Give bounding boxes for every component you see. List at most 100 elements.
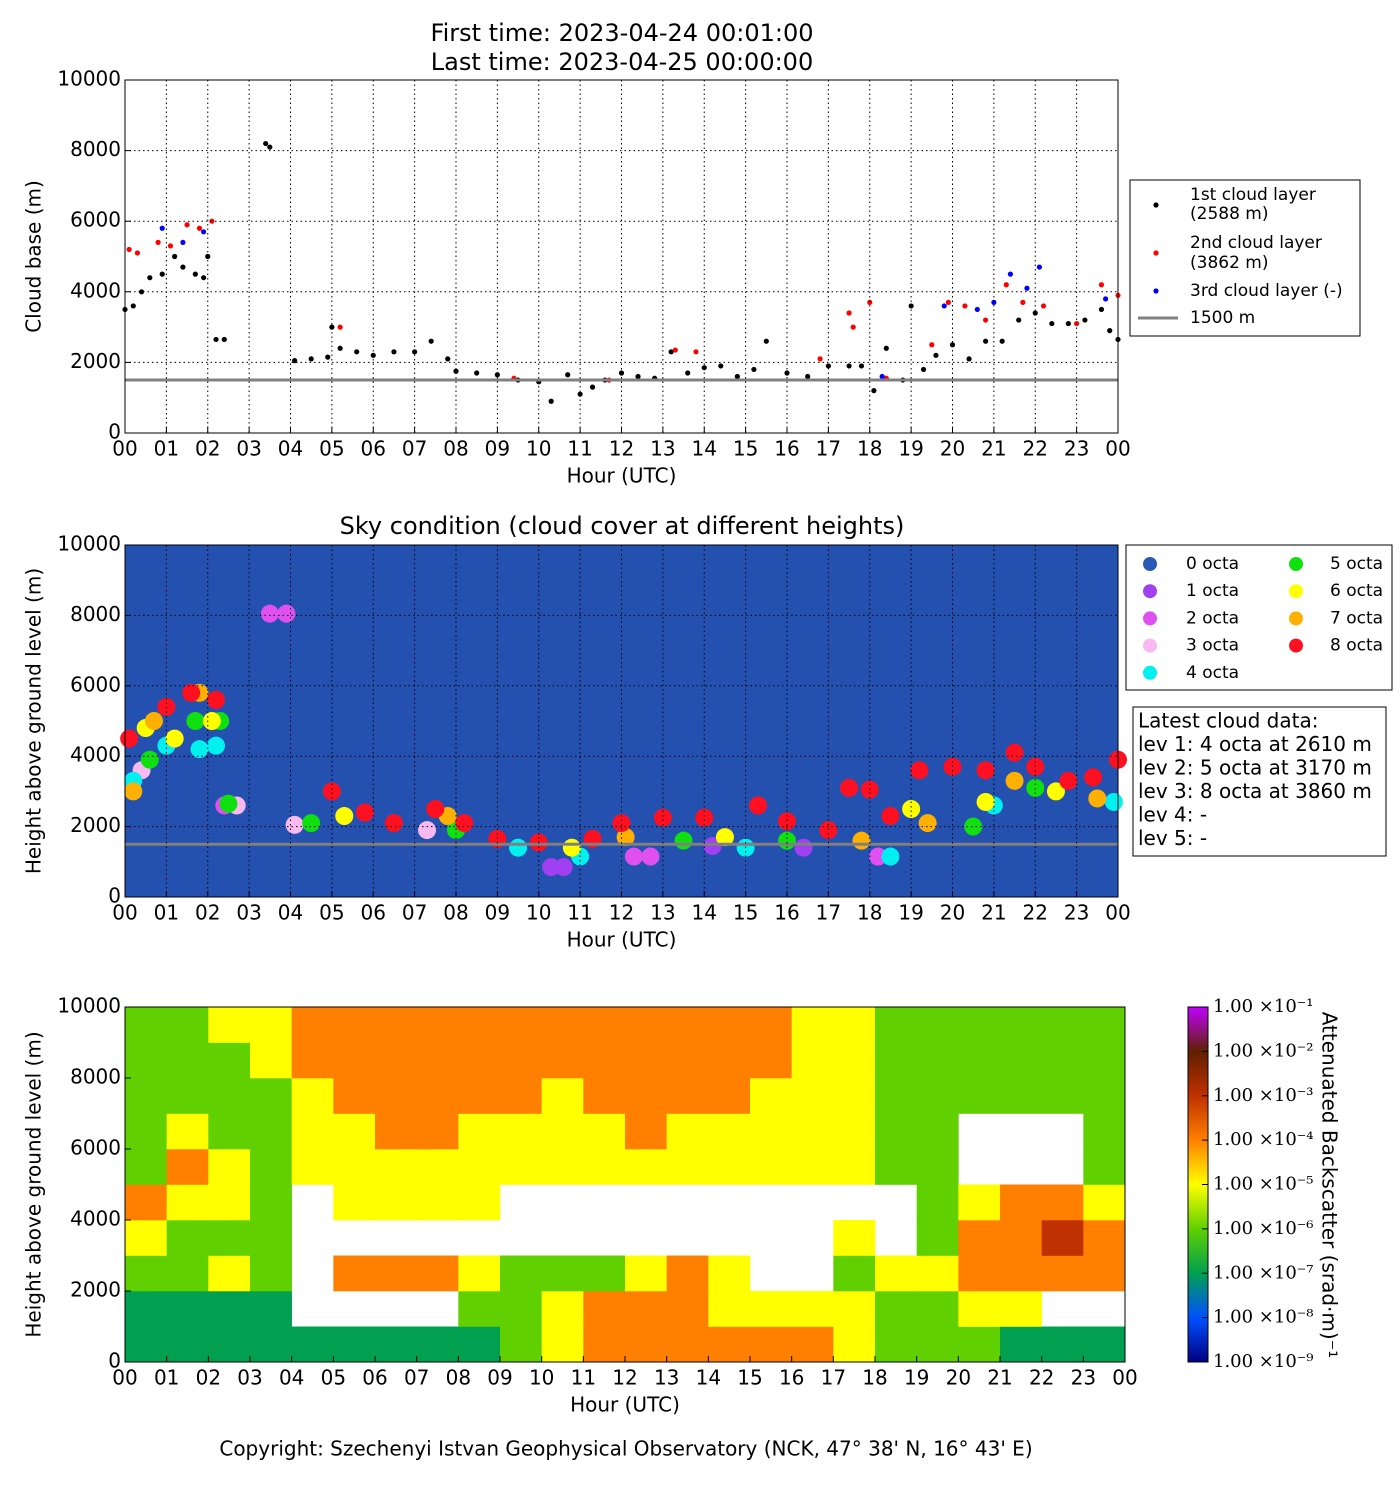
heatmap-cell xyxy=(333,1007,376,1043)
data-point xyxy=(155,239,161,245)
info-line: lev 2: 5 octa at 3170 m xyxy=(1138,756,1372,780)
heatmap-cell xyxy=(625,1291,667,1327)
data-point xyxy=(277,604,296,623)
heatmap-cell xyxy=(166,1184,209,1221)
data-point xyxy=(140,750,159,769)
heatmap-cell xyxy=(375,1042,417,1079)
heatmap-cell xyxy=(791,1007,834,1043)
data-point xyxy=(850,324,856,330)
heatmap-cell xyxy=(791,1042,834,1079)
heatmap-cell xyxy=(208,1184,251,1221)
y-tick-label: 2000 xyxy=(70,1278,121,1302)
heatmap-cell xyxy=(500,1149,542,1185)
x-axis-label: Hour (UTC) xyxy=(567,928,677,952)
data-point xyxy=(778,812,796,831)
heatmap-cell xyxy=(1000,1255,1042,1292)
heatmap-cell xyxy=(666,1149,709,1185)
heatmap-cell xyxy=(708,1078,751,1114)
data-point xyxy=(1065,320,1071,327)
legend-label: (3862 m) xyxy=(1190,253,1269,273)
heatmap-cell xyxy=(1083,1255,1126,1292)
data-point xyxy=(635,373,641,380)
heatmap-cell xyxy=(916,1113,959,1150)
heatmap-cell xyxy=(708,1149,751,1185)
y-tick-label: 10000 xyxy=(57,532,121,556)
legend-box xyxy=(1125,544,1393,691)
x-tick-label: 10 xyxy=(526,901,551,925)
data-point xyxy=(184,222,190,228)
heatmap-cell xyxy=(541,1255,584,1292)
data-point xyxy=(202,712,221,730)
data-point xyxy=(805,373,811,380)
legend-label: 1 octa xyxy=(1186,581,1239,601)
data-point xyxy=(1040,303,1047,309)
heatmap-cell xyxy=(833,1042,876,1079)
x-tick-label: 08 xyxy=(443,901,468,925)
x-tick-label: 19 xyxy=(898,437,923,461)
legend-label: 7 octa xyxy=(1330,608,1383,628)
data-point xyxy=(1102,296,1109,302)
colorbar-tick-label: 1.00 ×10⁻⁷ xyxy=(1213,1262,1314,1283)
heatmap-cell xyxy=(958,1220,1001,1256)
heatmap-cell xyxy=(250,1184,292,1221)
x-tick-label: 11 xyxy=(571,1366,596,1390)
legend-marker xyxy=(1289,584,1303,599)
heatmap-cell xyxy=(208,1007,251,1043)
heatmap-cell xyxy=(458,1184,501,1221)
heatmap-cell xyxy=(1041,1042,1084,1079)
heatmap-cell xyxy=(166,1007,209,1043)
data-point xyxy=(749,796,768,815)
heatmap-cell xyxy=(250,1078,292,1114)
data-point xyxy=(976,792,995,811)
heatmap-cell xyxy=(750,1113,792,1150)
data-point xyxy=(159,225,165,231)
x-tick-label: 21 xyxy=(981,437,1006,461)
x-tick-label: 21 xyxy=(981,901,1006,925)
heatmap-cell xyxy=(375,1326,417,1363)
legend-label: 2nd cloud layer xyxy=(1190,233,1322,253)
data-point xyxy=(260,604,279,623)
heatmap-cell xyxy=(166,1149,209,1185)
x-tick-label: 13 xyxy=(650,901,675,925)
heatmap-cell xyxy=(291,1078,334,1114)
x-tick-label: 02 xyxy=(195,901,220,925)
heatmap-cell xyxy=(708,1113,751,1150)
heatmap-cell xyxy=(583,1149,626,1185)
y-tick-label: 10000 xyxy=(57,67,121,91)
data-point xyxy=(1003,282,1009,288)
heatmap-cell xyxy=(416,1184,459,1221)
x-tick-label: 01 xyxy=(154,901,179,925)
heatmap-cell xyxy=(166,1326,209,1363)
heatmap-cell xyxy=(708,1007,751,1043)
heatmap-cell xyxy=(458,1149,501,1185)
data-point xyxy=(846,363,852,369)
data-point xyxy=(860,780,879,799)
data-point xyxy=(308,356,314,362)
data-point xyxy=(577,391,583,397)
y-tick-label: 8000 xyxy=(70,137,121,161)
heatmap-cell xyxy=(1000,1220,1042,1256)
data-point xyxy=(190,740,209,759)
heatmap-cell xyxy=(583,1113,626,1150)
heatmap-cell xyxy=(1000,1326,1042,1363)
data-point xyxy=(172,253,178,260)
data-point xyxy=(418,821,437,840)
heatmap-cell xyxy=(208,1113,251,1150)
heatmap-cell xyxy=(666,1042,709,1079)
heatmap-cell xyxy=(458,1007,501,1043)
heatmap-cell xyxy=(458,1113,501,1150)
heatmap-cell xyxy=(875,1042,917,1079)
heatmap-cell xyxy=(125,1042,167,1079)
legend-marker xyxy=(1289,611,1303,626)
x-tick-label: 00 xyxy=(112,901,137,925)
data-point xyxy=(1088,789,1107,808)
heatmap-cell xyxy=(625,1255,667,1292)
x-tick-label: 07 xyxy=(404,1366,429,1390)
data-point xyxy=(1016,317,1022,323)
data-point xyxy=(991,299,997,305)
legend-marker xyxy=(1143,557,1157,571)
data-point xyxy=(734,373,740,380)
subtitle: Last time: 2023-04-25 00:00:00 xyxy=(431,48,813,76)
heatmap-cell xyxy=(333,1042,376,1079)
data-point xyxy=(902,800,921,818)
